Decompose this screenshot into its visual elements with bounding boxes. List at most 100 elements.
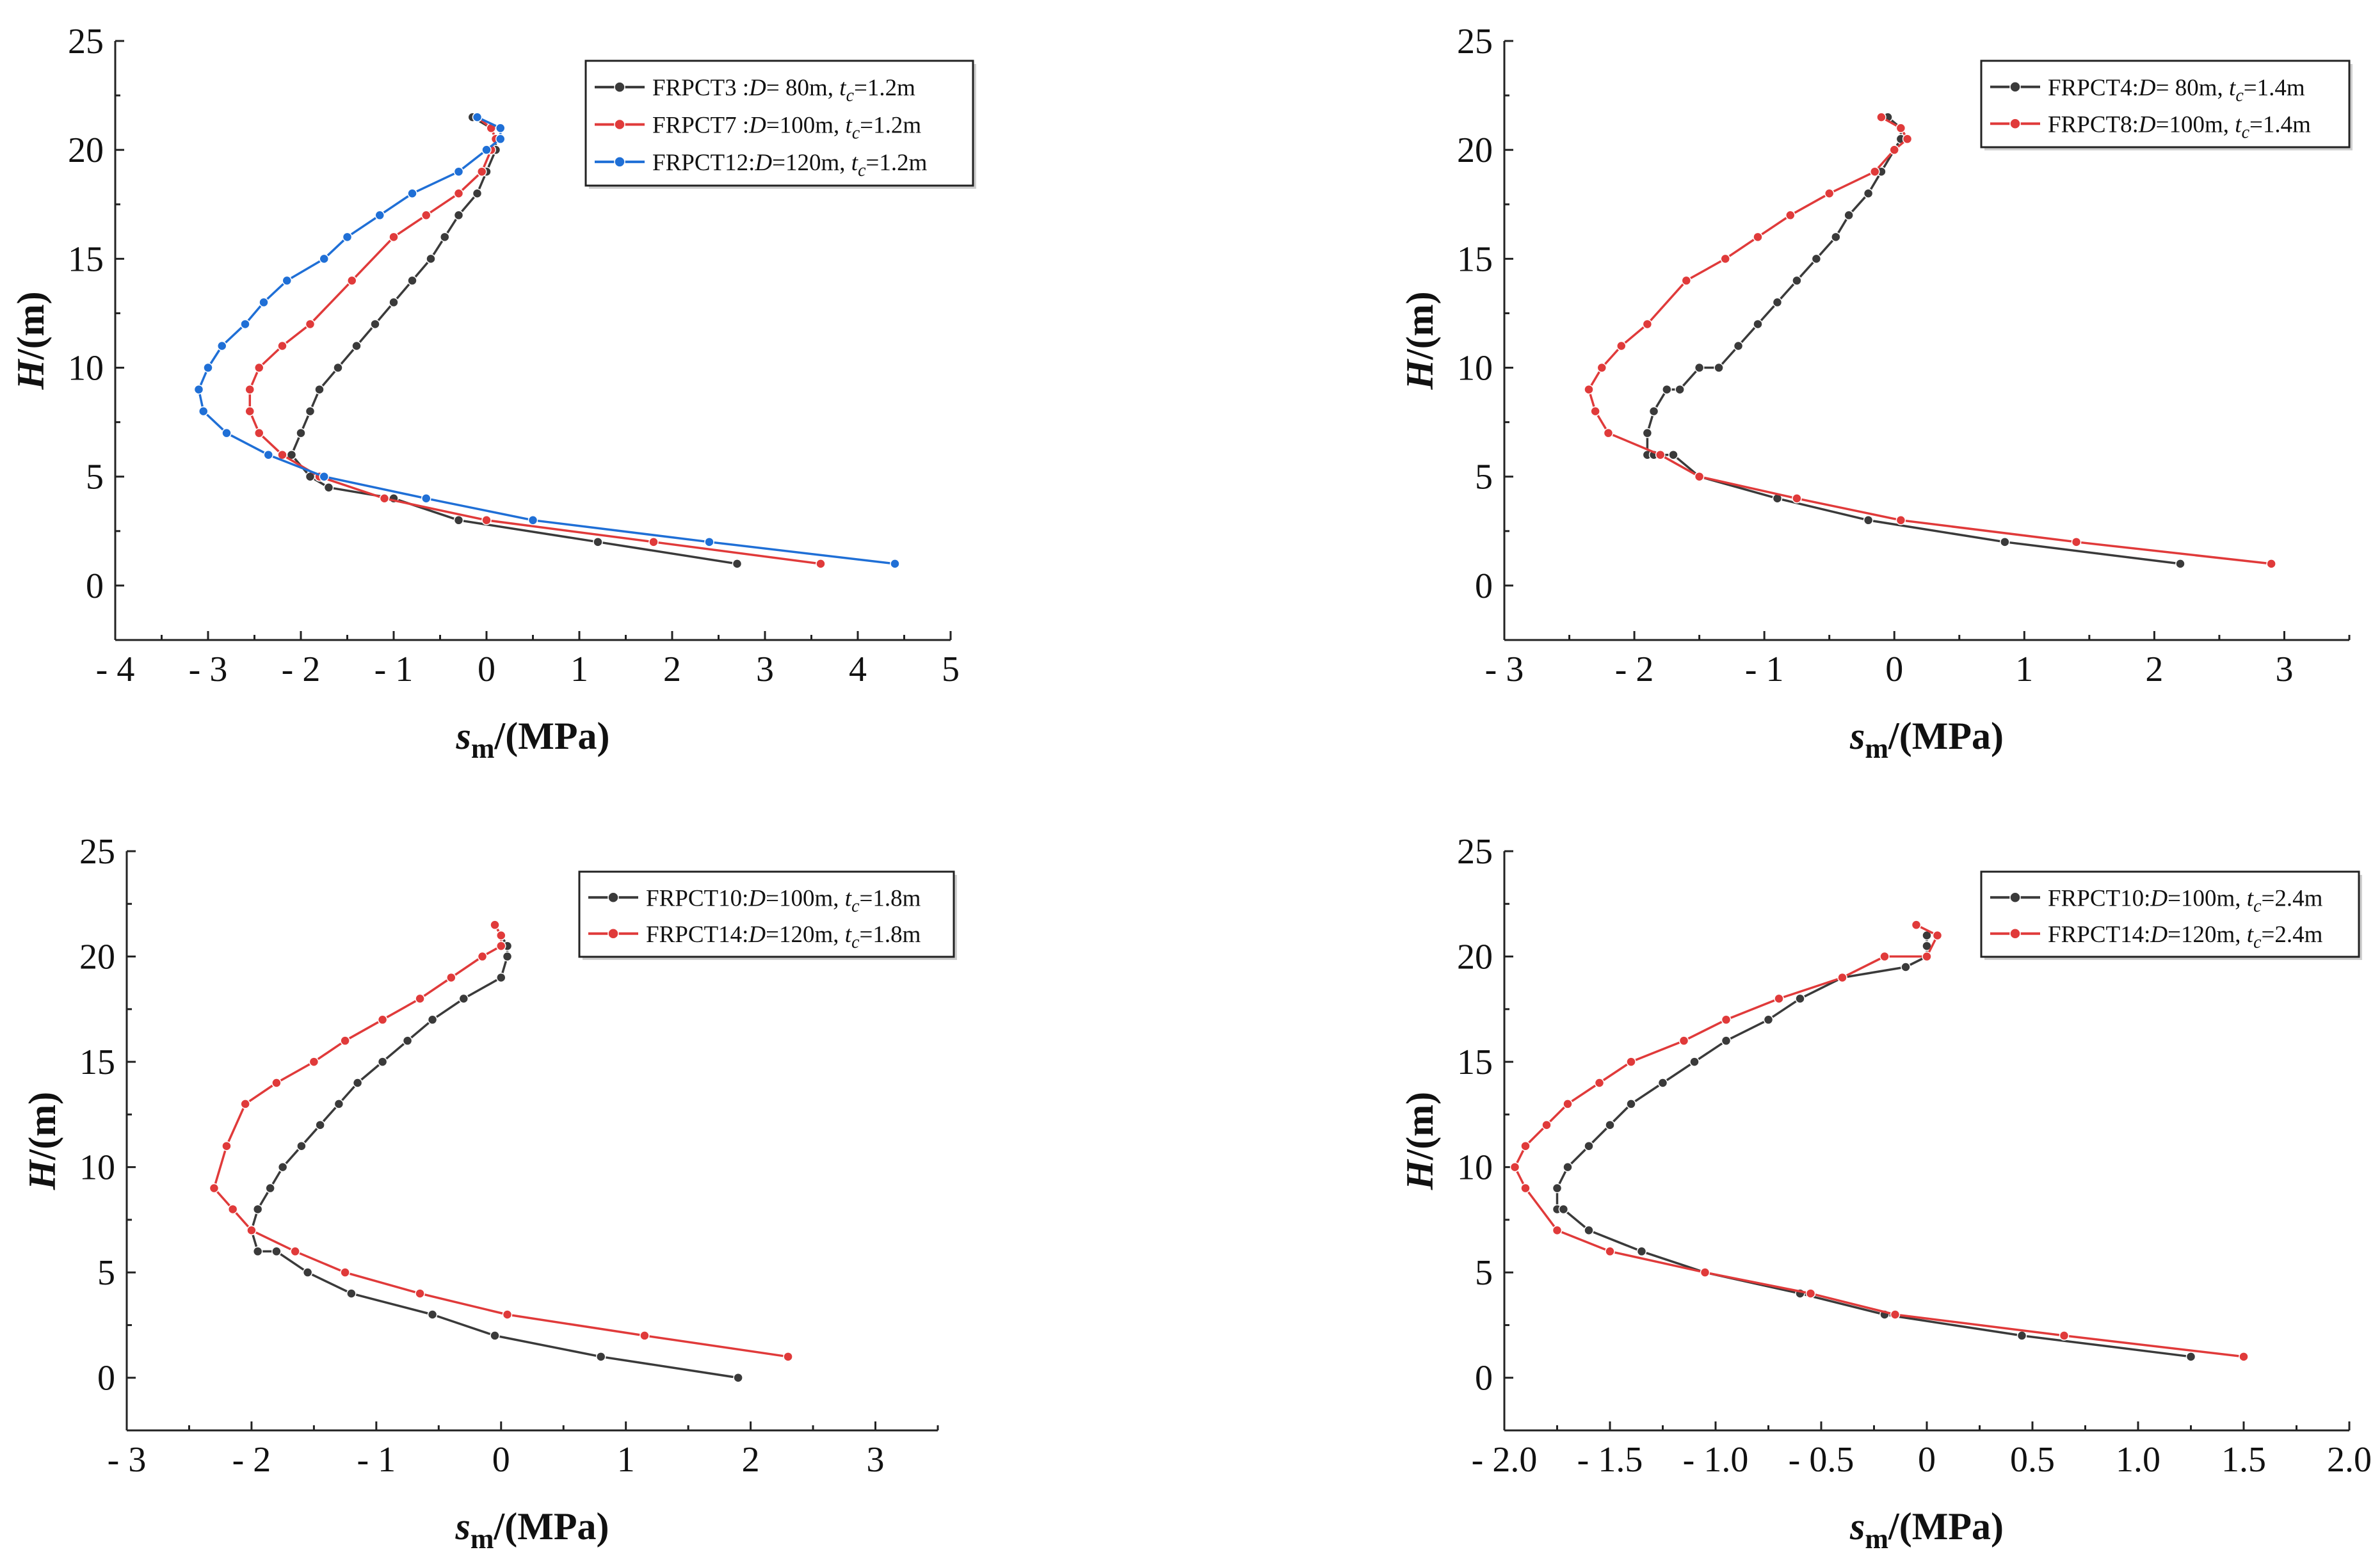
legend-swatch-marker xyxy=(614,81,625,93)
legend-entry-frpct14: FRPCT14:D=120m, tc=1.8m xyxy=(646,922,921,952)
x-tick-label: 4 xyxy=(849,650,867,689)
data-point-frpct12 xyxy=(221,428,232,438)
legend-swatch-marker xyxy=(614,156,625,168)
data-point-frpct10 xyxy=(265,1183,275,1194)
data-point-frpct7 xyxy=(453,188,464,199)
y-tick-label: 10 xyxy=(79,1148,115,1188)
data-point-frpct4 xyxy=(1792,275,1802,286)
data-point-frpct8 xyxy=(1895,123,1906,133)
data-point-frpct10 xyxy=(1558,1204,1569,1215)
data-point-frpct4 xyxy=(1811,253,1822,264)
data-point-frpct10 xyxy=(1763,1014,1774,1025)
data-point-frpct7 xyxy=(648,537,659,547)
data-point-frpct14 xyxy=(1890,1309,1901,1320)
data-point-frpct3 xyxy=(333,362,343,373)
y-tick-label: 25 xyxy=(1457,22,1493,61)
data-point-frpct12 xyxy=(263,449,273,460)
data-point-frpct14 xyxy=(1541,1120,1552,1130)
data-point-frpct7 xyxy=(277,340,287,351)
data-point-frpct4 xyxy=(1863,188,1874,199)
data-point-frpct12 xyxy=(453,166,464,177)
x-tick-label: 2 xyxy=(2145,650,2163,689)
data-point-frpct12 xyxy=(240,319,250,330)
data-point-frpct14 xyxy=(477,951,488,962)
data-point-frpct4 xyxy=(2175,559,2185,569)
y-tick-label: 0 xyxy=(1475,1359,1493,1398)
data-point-frpct3 xyxy=(472,188,483,199)
x-tick-label: 1.5 xyxy=(2221,1440,2266,1480)
legend-entry-d-symbol: D xyxy=(748,75,766,101)
data-point-frpct14 xyxy=(1678,1036,1689,1046)
data-point-frpct10 xyxy=(496,972,506,983)
legend-entry-frpct3: FRPCT3 :D= 80m, tc=1.2m xyxy=(652,75,915,106)
data-point-frpct3 xyxy=(593,537,603,547)
legend-entry-t-symbol: t xyxy=(846,113,853,139)
data-point-frpct4 xyxy=(1668,449,1678,460)
y-axis-title-unit: /(m) xyxy=(21,1092,63,1161)
data-point-frpct10 xyxy=(2016,1331,2027,1341)
legend-entry-d-value: =120m, xyxy=(772,150,851,176)
legend-entry-t-subscript: c xyxy=(2235,86,2244,106)
legend-entry-d-value: =100m, xyxy=(766,113,846,139)
x-axis-title-subscript: m xyxy=(471,733,495,764)
data-point-frpct4 xyxy=(1733,340,1744,351)
data-point-frpct7 xyxy=(254,428,264,438)
x-tick-label: 0 xyxy=(1918,1440,1936,1480)
data-point-frpct7 xyxy=(254,362,264,373)
x-tick-label: 2 xyxy=(742,1440,760,1480)
data-point-frpct14 xyxy=(309,1057,319,1067)
data-point-frpct14 xyxy=(1774,993,1784,1004)
legend-entry-frpct10: FRPCT10:D=100m, tc=2.4m xyxy=(2048,885,2323,916)
data-point-frpct14 xyxy=(415,993,425,1004)
data-point-frpct7 xyxy=(245,406,255,417)
legend-entry-t-symbol: t xyxy=(2235,111,2242,138)
y-tick-label: 0 xyxy=(1475,566,1493,606)
legend-entry-frpct10: FRPCT10:D=100m, tc=1.8m xyxy=(646,885,921,916)
x-tick-label: 1 xyxy=(570,650,588,689)
data-point-frpct8 xyxy=(2266,559,2276,569)
legend-entry-frpct7: FRPCT7 :D=100m, tc=1.2m xyxy=(652,113,921,143)
data-point-frpct14 xyxy=(227,1204,238,1215)
data-point-frpct12 xyxy=(527,515,538,525)
x-tick-label: - 2 xyxy=(282,650,321,689)
y-tick-label: 15 xyxy=(1457,1043,1493,1082)
legend-entry-d-symbol: D xyxy=(748,922,766,948)
data-point-frpct14 xyxy=(1520,1183,1531,1194)
data-point-frpct10 xyxy=(733,1372,743,1383)
data-point-frpct7 xyxy=(481,515,492,525)
y-axis-title-unit: /(m) xyxy=(10,291,52,360)
data-point-frpct7 xyxy=(389,232,399,243)
legend-entry-t-symbol: t xyxy=(2229,75,2237,101)
chart-panel-3: 0 5 10 15 20 25 - 3 - 2 - 1 0 1 2 3 sm/(MPa) H/(m) FRPC… xyxy=(21,832,957,1555)
x-tick-label: 0.5 xyxy=(2010,1440,2055,1480)
data-point-frpct8 xyxy=(1753,232,1763,243)
data-point-frpct10 xyxy=(1636,1246,1647,1257)
y-tick-label: 25 xyxy=(68,22,104,61)
legend-entry-name: FRPCT14: xyxy=(2048,922,2150,948)
data-point-frpct14 xyxy=(240,1099,250,1109)
data-point-frpct4 xyxy=(1753,319,1763,330)
data-point-frpct14 xyxy=(1509,1162,1520,1172)
legend-entry-frpct14: FRPCT14:D=120m, tc=2.4m xyxy=(2048,922,2323,952)
data-point-frpct14 xyxy=(1837,972,1847,983)
data-point-frpct8 xyxy=(1785,210,1796,221)
data-point-frpct14 xyxy=(209,1183,220,1194)
y-tick-label: 0 xyxy=(97,1359,115,1398)
legend-entry-t-symbol: t xyxy=(845,885,853,911)
legend-entry-t-symbol: t xyxy=(851,150,859,176)
y-tick-label: 5 xyxy=(97,1253,115,1293)
y-tick-label: 20 xyxy=(1457,938,1493,977)
data-point-frpct12 xyxy=(495,134,506,144)
data-point-frpct8 xyxy=(1870,166,1880,177)
data-point-frpct14 xyxy=(1626,1057,1636,1067)
data-point-frpct10 xyxy=(252,1204,263,1215)
data-point-frpct14 xyxy=(1563,1099,1573,1109)
legend-entry-t-value: =1.8m xyxy=(860,885,921,911)
legend-entry-t-subscript: c xyxy=(851,896,860,916)
data-point-frpct4 xyxy=(1648,406,1659,417)
y-axis-title: H/(m) xyxy=(1399,1092,1441,1190)
y-tick-label: 15 xyxy=(1457,239,1493,279)
y-tick-label: 15 xyxy=(68,239,104,279)
x-axis-title: sm/(MPa) xyxy=(456,715,610,764)
data-point-frpct3 xyxy=(440,232,450,243)
